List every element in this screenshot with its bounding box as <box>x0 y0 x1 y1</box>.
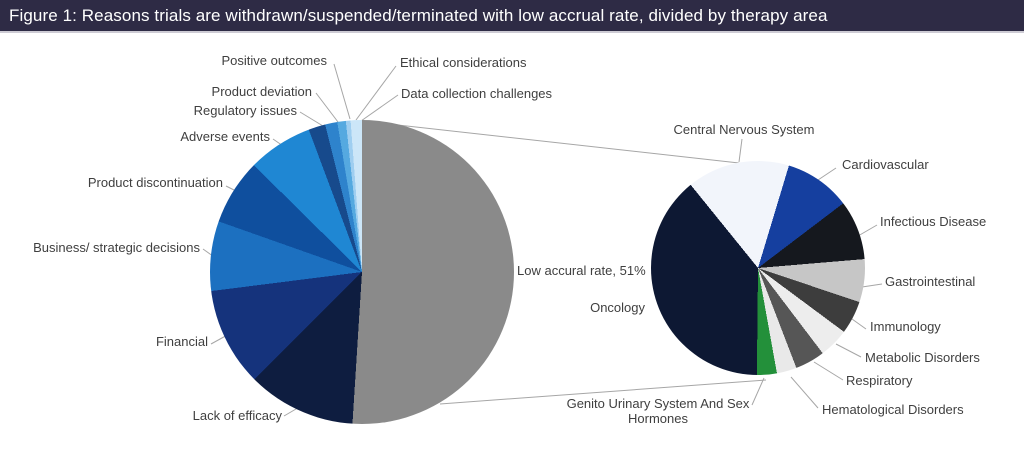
leader-data-collection-challenges <box>360 94 399 122</box>
leader-metabolic-disorders <box>835 343 862 358</box>
figure-title: Figure 1: Reasons trials are withdrawn/s… <box>9 6 828 25</box>
leader-ethical-considerations <box>355 65 397 121</box>
label-gastrointestinal: Gastrointestinal <box>885 274 976 289</box>
label-hematological-disorders: Hematological Disorders <box>822 402 964 417</box>
chart-area: Positive outcomes Ethical considerations… <box>0 35 1024 449</box>
label-cardiovascular: Cardiovascular <box>842 157 929 172</box>
label-lack-of-efficacy: Lack of efficacy <box>192 408 282 423</box>
label-financial: Financial <box>155 334 208 349</box>
label-ethical-considerations: Ethical considerations <box>400 55 527 70</box>
leader-immunology <box>851 318 867 330</box>
label-product-deviation: Product deviation <box>211 84 312 99</box>
leader-infectious-disease <box>857 224 878 237</box>
label-data-collection-challenges: Data collection challenges <box>401 86 553 101</box>
label-business-strategic-decisions: Business/ strategic decisions <box>33 240 200 255</box>
figure-title-bar: Figure 1: Reasons trials are withdrawn/s… <box>0 0 1024 33</box>
label-positive-outcomes: Positive outcomes <box>221 53 328 68</box>
therapy-area-pie <box>651 161 865 375</box>
leader-positive-outcomes <box>333 63 351 120</box>
label-oncology: Oncology <box>590 300 645 315</box>
leader-product-deviation <box>315 92 339 123</box>
label-adverse-events: Adverse events <box>180 129 270 144</box>
leader-gastrointestinal <box>861 283 883 288</box>
leader-central-nervous-system <box>738 138 743 163</box>
label-low-accrual-rate: Low accural rate, 51% <box>517 263 646 278</box>
label-genito-urinary: Genito Urinary System And Sex Hormones <box>566 396 750 426</box>
label-immunology: Immunology <box>870 319 941 334</box>
label-metabolic-disorders: Metabolic Disorders <box>865 350 980 365</box>
leader-respiratory <box>813 361 844 381</box>
label-product-discontinuation: Product discontinuation <box>87 175 223 190</box>
label-central-nervous-system: Central Nervous System <box>673 122 815 137</box>
label-infectious-disease: Infectious Disease <box>880 214 987 229</box>
leader-regulatory-issues <box>299 111 324 127</box>
label-regulatory-issues: Regulatory issues <box>193 103 297 118</box>
label-respiratory: Respiratory <box>846 373 913 388</box>
leader-genito-urinary <box>751 377 765 406</box>
reasons-pie <box>210 120 514 424</box>
leader-hematological-disorders <box>790 376 819 409</box>
